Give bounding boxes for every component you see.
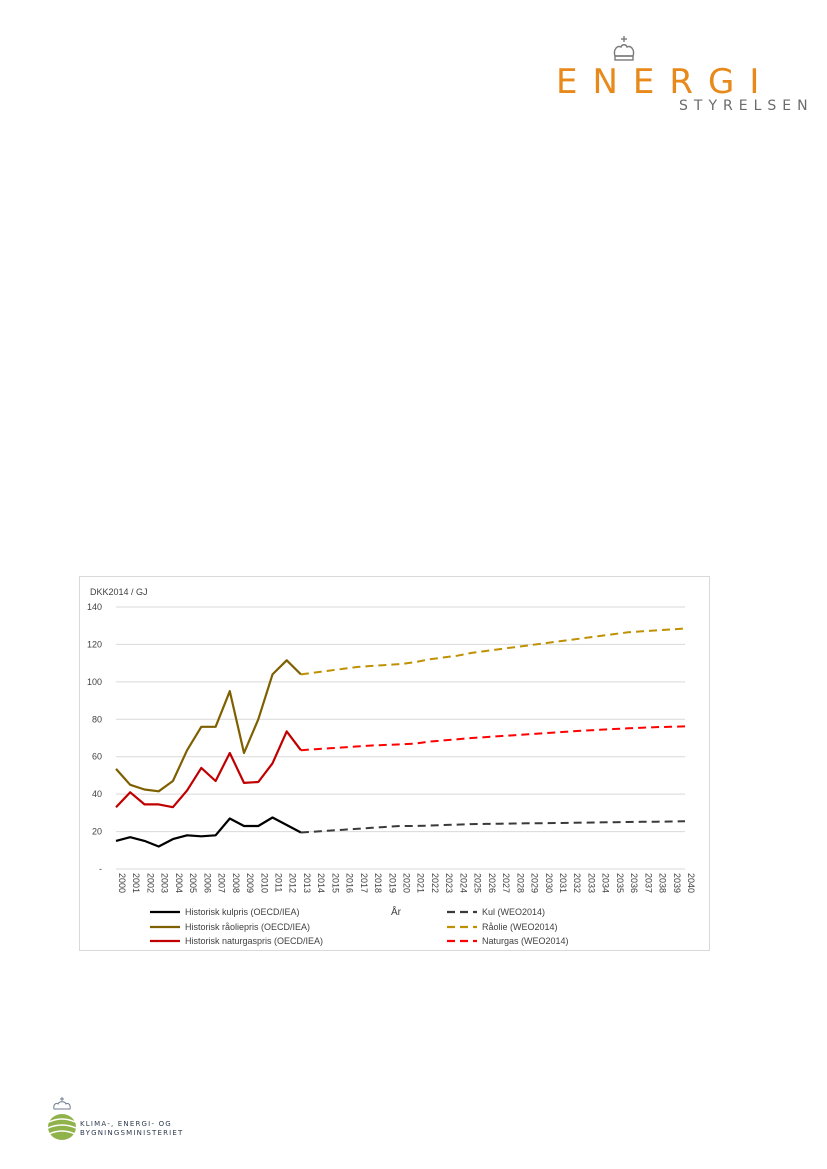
x-tick-label: 2025 bbox=[473, 873, 483, 893]
y-tick-label: 60 bbox=[92, 752, 102, 762]
x-tick-label: 2035 bbox=[615, 873, 625, 893]
x-tick-label: 2019 bbox=[387, 873, 397, 893]
x-tick-label: 2024 bbox=[458, 873, 468, 893]
x-tick-label: 2002 bbox=[145, 873, 155, 893]
x-tick-label: 2032 bbox=[572, 873, 582, 893]
x-tick-label: 2029 bbox=[530, 873, 540, 893]
legend-label: Kul (WEO2014) bbox=[482, 907, 545, 917]
x-tick-label: 2023 bbox=[444, 873, 454, 893]
series-line bbox=[115, 659, 302, 793]
x-tick-label: 2009 bbox=[245, 873, 255, 893]
x-tick-label: 2000 bbox=[117, 873, 127, 893]
logo-subtitle: STYRELSEN bbox=[679, 98, 814, 114]
y-tick-label: 140 bbox=[87, 602, 102, 612]
y-tick-label: 20 bbox=[92, 827, 102, 837]
series-line bbox=[300, 627, 686, 676]
legend-label: Råolie (WEO2014) bbox=[482, 922, 558, 932]
y-tick-label: 120 bbox=[87, 639, 102, 649]
legend-label: Historisk råoliepris (OECD/IEA) bbox=[185, 922, 310, 932]
x-tick-label: 2034 bbox=[601, 873, 611, 893]
ministry-logo: KLIMA-, ENERGI- OG BYGNINGSMINISTERIET bbox=[46, 1097, 226, 1143]
legend-label: Historisk kulpris (OECD/IEA) bbox=[185, 907, 300, 917]
y-tick-label: 80 bbox=[92, 714, 102, 724]
logo-word: ENERGI bbox=[556, 62, 775, 102]
x-tick-label: 2006 bbox=[202, 873, 212, 893]
x-tick-label: 2037 bbox=[643, 873, 653, 893]
x-tick-label: 2017 bbox=[359, 873, 369, 893]
x-tick-label: 2008 bbox=[231, 873, 241, 893]
x-tick-label: 2003 bbox=[160, 873, 170, 893]
x-tick-label: 2033 bbox=[586, 873, 596, 893]
x-tick-label: 2022 bbox=[430, 873, 440, 893]
ministry-name: KLIMA-, ENERGI- OG BYGNINGSMINISTERIET bbox=[80, 1120, 184, 1137]
series-line bbox=[115, 816, 302, 848]
x-axis-title: År bbox=[391, 905, 402, 918]
x-tick-label: 2015 bbox=[330, 873, 340, 893]
x-tick-label: 2026 bbox=[487, 873, 497, 893]
x-tick-label: 2028 bbox=[515, 873, 525, 893]
x-tick-label: 2020 bbox=[402, 873, 412, 893]
legend-label: Naturgas (WEO2014) bbox=[482, 936, 569, 946]
x-tick-label: 2016 bbox=[345, 873, 355, 893]
y-tick-label: 40 bbox=[92, 789, 102, 799]
x-tick-label: 2011 bbox=[273, 873, 283, 892]
x-tick-label: 2027 bbox=[501, 873, 511, 893]
x-tick-label: 2012 bbox=[288, 873, 298, 893]
x-tick-label: 2036 bbox=[629, 873, 639, 893]
x-tick-label: 2031 bbox=[558, 873, 568, 893]
x-tick-label: 2007 bbox=[217, 873, 227, 893]
series-line bbox=[300, 725, 686, 752]
crown-icon bbox=[613, 36, 635, 61]
y-tick-label: 100 bbox=[87, 677, 102, 687]
x-tick-label: 2004 bbox=[174, 873, 184, 893]
x-tick-label: 2005 bbox=[188, 873, 198, 893]
y-axis-title: DKK2014 / GJ bbox=[90, 587, 148, 597]
y-tick-label: - bbox=[99, 864, 102, 874]
x-tick-label: 2001 bbox=[131, 873, 141, 893]
globe-crown-icon bbox=[47, 1097, 77, 1140]
energistyrelsen-logo: ENERGI STYRELSEN bbox=[548, 36, 818, 122]
price-chart: -20 40 60 80 100 120 140 DKK2014 / GJ 2000 2001 20… bbox=[79, 576, 710, 951]
x-tick-label: 2039 bbox=[672, 873, 682, 893]
x-tick-label: 2014 bbox=[316, 873, 326, 893]
x-tick-label: 2013 bbox=[302, 873, 312, 893]
legend-label: Historisk naturgaspris (OECD/IEA) bbox=[185, 936, 323, 946]
x-tick-label: 2040 bbox=[686, 873, 696, 893]
series-line bbox=[115, 730, 302, 809]
x-tick-label: 2038 bbox=[658, 873, 668, 893]
x-tick-label: 2010 bbox=[259, 873, 269, 893]
x-tick-label: 2021 bbox=[416, 873, 426, 893]
x-tick-label: 2018 bbox=[373, 873, 383, 893]
x-tick-label: 2030 bbox=[544, 873, 554, 893]
series-line bbox=[300, 820, 686, 834]
